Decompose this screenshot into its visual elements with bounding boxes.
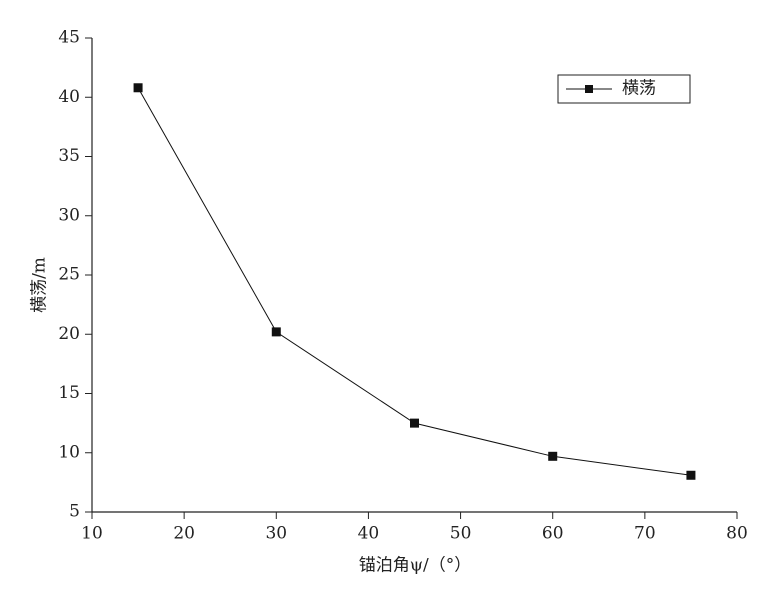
x-tick-label: 30 [265, 524, 287, 544]
y-tick-label: 35 [58, 146, 80, 166]
y-tick-label: 5 [69, 502, 80, 522]
x-tick-label: 60 [542, 524, 564, 544]
x-tick-label: 50 [450, 524, 472, 544]
data-point [133, 83, 143, 93]
y-tick-label: 20 [58, 324, 80, 344]
data-point [271, 327, 281, 337]
y-tick-label: 30 [58, 205, 80, 225]
x-tick-label: 10 [81, 524, 103, 544]
legend-label: 横荡 [622, 79, 656, 99]
y-tick-label: 10 [58, 442, 80, 462]
x-axis-label: 锚泊角ψ/（°） [359, 556, 472, 576]
x-tick-label: 40 [358, 524, 380, 544]
legend-marker [585, 85, 593, 93]
y-tick-label: 40 [58, 87, 80, 107]
data-point [686, 470, 696, 480]
y-tick-label: 15 [58, 383, 80, 403]
x-tick-label: 80 [726, 524, 748, 544]
x-tick-label: 70 [634, 524, 656, 544]
data-point [548, 451, 558, 461]
y-tick-label: 25 [58, 265, 80, 285]
y-tick-label: 45 [58, 28, 80, 48]
data-point [410, 418, 419, 428]
y-axis-label: 横荡/m [30, 257, 50, 313]
data-line [137, 87, 691, 476]
x-tick-label: 20 [173, 524, 195, 544]
